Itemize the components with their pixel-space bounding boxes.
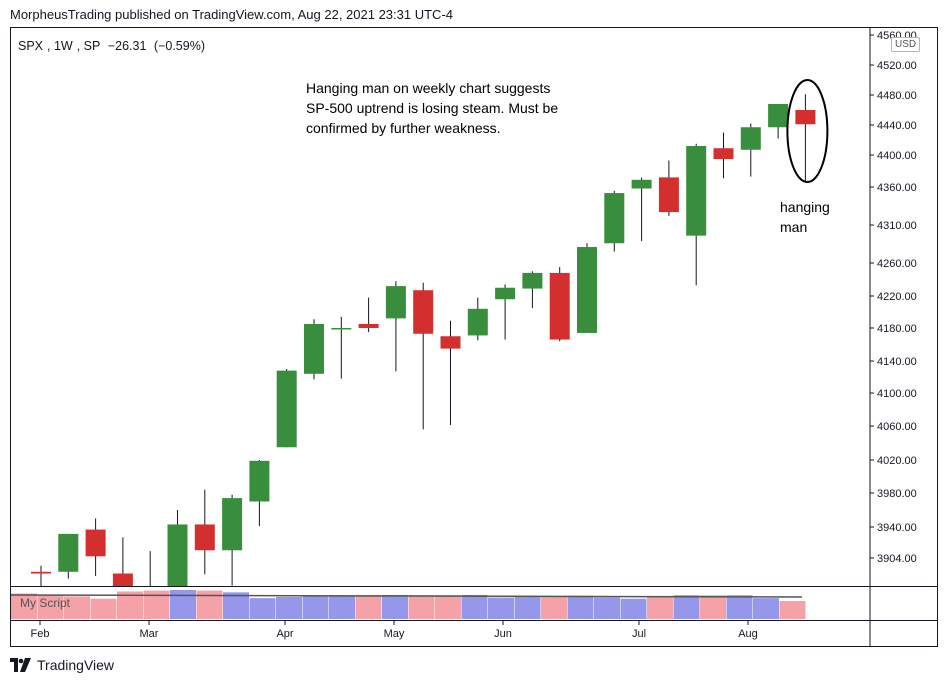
indicator-bar [302, 595, 329, 619]
publisher-header: MorpheusTrading published on TradingView… [10, 7, 453, 22]
y-tick-label: 4260.00 [877, 258, 917, 270]
candle-down[interactable] [658, 177, 679, 213]
candle-up[interactable] [222, 498, 243, 551]
tradingview-logo-icon [10, 658, 31, 672]
y-tick-label: 4100.00 [877, 388, 917, 400]
candle-up[interactable] [331, 328, 352, 330]
candle-up[interactable] [249, 460, 270, 502]
y-tick-label: 4060.00 [877, 421, 917, 433]
candle-down[interactable] [358, 324, 379, 328]
exchange: SP [83, 39, 101, 53]
indicator-bar [408, 595, 435, 619]
x-tick-label: Jul [632, 628, 646, 640]
chart-frame [10, 27, 938, 647]
indicator-bar [700, 595, 726, 619]
candle-up[interactable] [304, 324, 324, 374]
indicator-bar [594, 597, 620, 619]
indicator-bar [673, 595, 700, 619]
y-tick-label: 4140.00 [877, 356, 917, 368]
indicator-bar [223, 592, 249, 619]
y-tick-label: 4520.00 [877, 60, 917, 72]
indicator-bar [382, 594, 408, 619]
indicator-bar [64, 596, 90, 619]
hanging-man-label-line1: hanging [780, 199, 830, 215]
candle-up[interactable] [385, 286, 406, 319]
candle-up[interactable] [768, 104, 789, 128]
hanging-man-highlight [786, 79, 829, 183]
y-tick-label: 3980.00 [877, 488, 917, 500]
candle-up[interactable] [495, 287, 516, 300]
candle-down[interactable] [112, 573, 133, 612]
candle-down[interactable] [413, 290, 434, 334]
y-tick-label: 4440.00 [877, 120, 917, 132]
price-change-pct: (−0.59%) [153, 39, 205, 53]
indicator-bar [779, 601, 806, 619]
x-tick-label: Feb [31, 628, 50, 640]
y-tick-label: 4360.00 [877, 182, 917, 194]
indicator-bar [541, 596, 567, 619]
hanging-man-label-line2: man [780, 219, 808, 235]
candle-down[interactable] [440, 336, 461, 349]
candle-up[interactable] [167, 524, 188, 597]
indicator-bar [435, 595, 461, 619]
y-tick-label: 3940.00 [877, 522, 917, 534]
interval: 1W [53, 39, 73, 53]
candle-up[interactable] [467, 308, 488, 336]
y-tick-label: 4020.00 [877, 455, 917, 467]
indicator-bar [753, 598, 779, 619]
candle-down[interactable] [31, 571, 51, 574]
y-tick-label: 4400.00 [877, 150, 917, 162]
indicator-bar [647, 596, 673, 619]
candle-up[interactable] [631, 179, 652, 189]
currency-badge[interactable]: USD [891, 37, 921, 52]
candle-up[interactable] [686, 146, 707, 236]
hanging-man-label: hanging man [780, 197, 840, 237]
indicator-bar [329, 595, 355, 619]
y-tick-label: 4180.00 [877, 323, 917, 335]
x-tick-label: Apr [276, 628, 293, 640]
price-change: −26.31 [107, 39, 147, 53]
x-tick-label: May [384, 628, 405, 640]
candle-down[interactable] [85, 529, 106, 557]
indicator-label: My Script [20, 596, 71, 610]
indicator-bar [90, 598, 117, 619]
candle-down[interactable] [549, 272, 570, 340]
candle-up[interactable] [276, 370, 297, 448]
ticker: SPX [18, 39, 44, 53]
candle-up[interactable] [604, 193, 625, 244]
indicator-bar [249, 598, 276, 619]
indicator-bar [11, 593, 37, 619]
y-tick-label: 3904.00 [877, 553, 917, 565]
candle-down[interactable] [795, 110, 816, 125]
indicator-bar [488, 597, 514, 619]
indicator-bar [726, 595, 753, 619]
indicator-bar [567, 595, 594, 619]
annotation-text: Hanging man on weekly chart suggests SP-… [306, 80, 559, 136]
x-tick-label: Mar [140, 628, 159, 640]
indicator-bar [170, 590, 196, 619]
candle-down[interactable] [194, 524, 215, 551]
indicator-bar [276, 596, 302, 619]
indicator-bar [461, 594, 488, 619]
indicator-bar [514, 596, 541, 619]
indicator-bar [620, 598, 647, 619]
candles-group [31, 94, 816, 612]
y-tick-label: 4220.00 [877, 291, 917, 303]
indicator-bar [37, 595, 64, 619]
x-tick-label: Jun [494, 628, 512, 640]
candle-down[interactable] [713, 148, 734, 159]
indicator-average-line [10, 594, 803, 598]
footer-brand-text: TradingView [37, 657, 115, 673]
x-tick-label: Aug [738, 628, 758, 640]
y-tick-label: 4480.00 [877, 90, 917, 102]
candle-up[interactable] [577, 247, 597, 333]
candle-up[interactable] [522, 272, 543, 289]
y-tick-label: 4310.00 [877, 220, 917, 232]
footer-brand: TradingView [10, 657, 114, 673]
candle-up[interactable] [740, 127, 761, 150]
symbol-legend: SPX, 1W, SP −26.31 (−0.59%) [18, 39, 205, 53]
indicator-bar [355, 594, 382, 619]
candle-up[interactable] [58, 533, 79, 572]
